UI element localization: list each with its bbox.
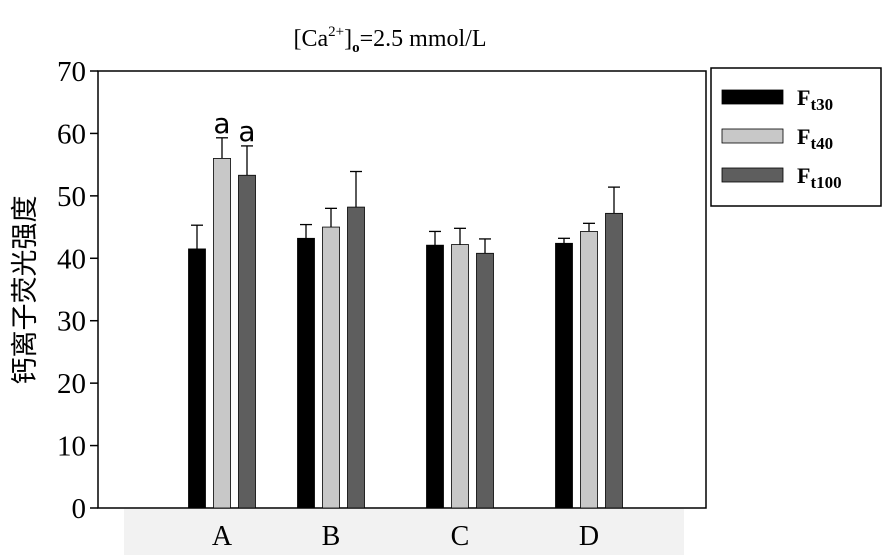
legend-label-t30: Ft30 bbox=[797, 85, 833, 114]
title-rest: =2.5 mmol/L bbox=[360, 26, 487, 52]
y-tick-label: 10 bbox=[57, 431, 86, 463]
y-tick-label: 20 bbox=[57, 368, 86, 400]
y-tick-label: 70 bbox=[57, 56, 86, 88]
legend: Ft30 Ft40 Ft100 bbox=[710, 67, 882, 207]
bar-C-t40 bbox=[451, 244, 469, 509]
y-tick-label: 50 bbox=[57, 181, 86, 213]
legend-label-t40: Ft40 bbox=[797, 124, 833, 153]
legend-swatch-t30 bbox=[721, 89, 784, 105]
title-sup: 2+ bbox=[328, 24, 344, 40]
bar-D-t100 bbox=[605, 212, 623, 509]
bar-D-t40 bbox=[580, 231, 598, 509]
title-sub: o bbox=[352, 40, 360, 56]
legend-swatch-t40 bbox=[721, 128, 784, 144]
bar-B-t100 bbox=[347, 206, 365, 509]
chart-title: [Ca2+]o=2.5 mmol/L bbox=[294, 24, 487, 56]
bar-A-t100 bbox=[238, 174, 256, 509]
bar-A-t30 bbox=[188, 248, 206, 509]
y-axis-label: 钙离子荧光强度 bbox=[10, 196, 41, 385]
x-axis-band bbox=[124, 509, 684, 555]
y-tick-label: 40 bbox=[57, 243, 86, 275]
bar-B-t30 bbox=[297, 237, 315, 509]
x-tick-label: A bbox=[212, 521, 233, 552]
x-axis-ticks: A B C D bbox=[212, 521, 599, 552]
title-main: [Ca bbox=[294, 26, 329, 52]
x-tick-label: C bbox=[451, 521, 470, 552]
significance-label: a bbox=[238, 115, 255, 148]
y-tick-label: 60 bbox=[57, 118, 86, 150]
y-axis-ticks: 0 10 20 30 40 50 60 70 bbox=[57, 56, 98, 525]
x-tick-label: D bbox=[579, 521, 599, 552]
y-tick-label: 0 bbox=[72, 493, 87, 525]
bar-A-t40 bbox=[213, 157, 231, 509]
x-tick-label: B bbox=[322, 521, 341, 552]
legend-label-t100: Ft100 bbox=[797, 163, 842, 192]
legend-swatch-t100 bbox=[721, 167, 784, 183]
bar-D-t30 bbox=[555, 242, 573, 509]
title-bracket: ] bbox=[344, 26, 352, 52]
significance-label: a bbox=[213, 107, 230, 140]
bar-B-t40 bbox=[322, 226, 340, 509]
plot-frame bbox=[97, 70, 707, 509]
bar-C-t30 bbox=[426, 244, 444, 509]
bar-groups bbox=[188, 137, 623, 509]
y-tick-label: 30 bbox=[57, 306, 86, 338]
bar-C-t100 bbox=[476, 252, 494, 509]
